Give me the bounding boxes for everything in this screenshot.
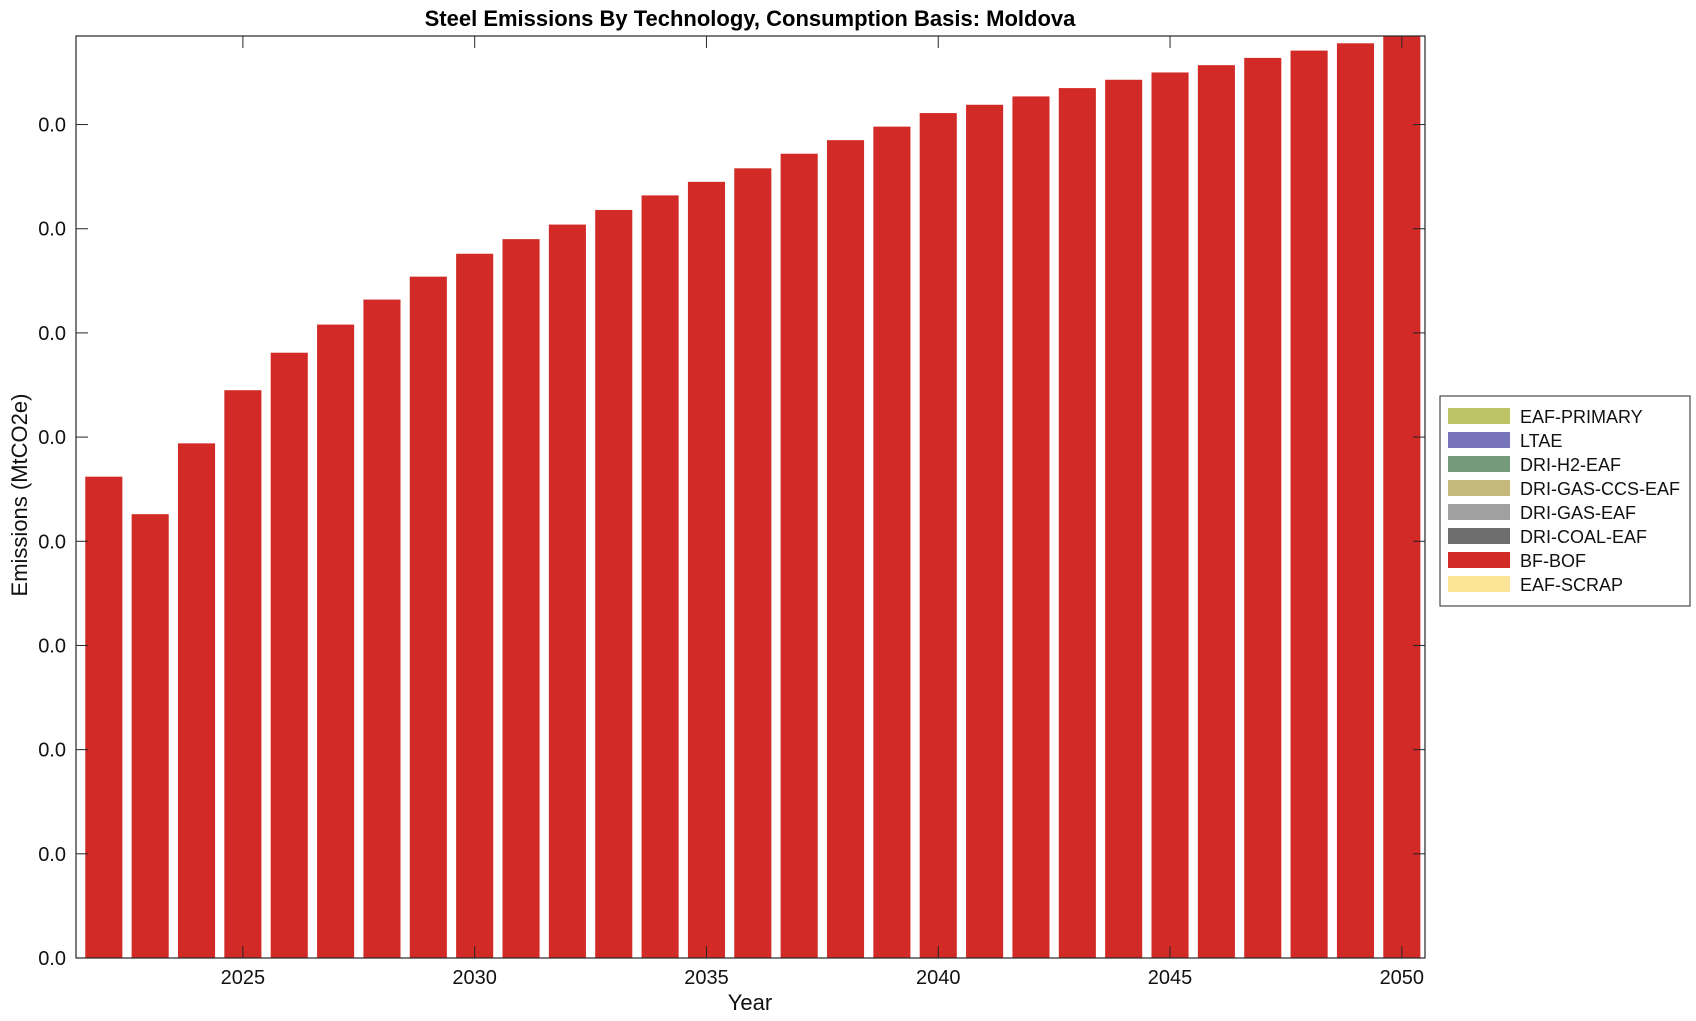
bar-bf-bof-2032	[548, 224, 586, 958]
y-axis-label: Emissions (MtCO2e)	[7, 394, 32, 597]
x-axis-label: Year	[728, 990, 772, 1015]
legend-label-dri-gas-ccs-eaf: DRI-GAS-CCS-EAF	[1520, 479, 1680, 499]
legend-swatch-bf-bof	[1448, 552, 1510, 568]
bar-bf-bof-2024	[177, 443, 216, 959]
bar-bf-bof-2033	[595, 209, 633, 959]
bar-bf-bof-2035	[687, 181, 726, 959]
bar-bf-bof-2043	[1058, 88, 1096, 959]
bar-bf-bof-2030	[456, 253, 494, 959]
bar-bf-bof-2022	[85, 476, 123, 958]
bar-bf-bof-2045	[1151, 72, 1189, 958]
bar-bf-bof-2034	[641, 195, 679, 958]
x-tick-label: 2050	[1380, 967, 1425, 989]
x-tick-label: 2030	[452, 967, 497, 989]
y-tick-label: 0.0	[38, 948, 66, 970]
bar-bf-bof-2047	[1244, 57, 1282, 958]
legend-swatch-eaf-primary	[1448, 408, 1510, 424]
x-tick-label: 2045	[1148, 967, 1193, 989]
bar-bf-bof-2050	[1383, 36, 1421, 958]
bar-bf-bof-2041	[966, 104, 1004, 958]
y-tick-label: 0.0	[38, 219, 66, 241]
legend: EAF-PRIMARY LTAE DRI-H2-EAF DRI-GAS-CCS-EAF…	[1439, 395, 1691, 607]
legend-label-dri-gas-eaf: DRI-GAS-EAF	[1520, 503, 1636, 523]
legend-label-ltae: LTAE	[1520, 431, 1562, 451]
y-tick-label: 0.0	[38, 635, 66, 657]
bar-bf-bof-2029	[409, 276, 447, 958]
bar-bf-bof-2036	[734, 168, 772, 958]
legend-swatch-ltae	[1448, 432, 1510, 448]
legend-swatch-dri-gas-ccs-eaf	[1448, 480, 1510, 496]
y-tick-label: 0.0	[38, 427, 66, 449]
y-tick-label: 0.0	[38, 844, 66, 866]
bar-bf-bof-2039	[873, 126, 911, 958]
bar-bf-bof-2048	[1290, 50, 1328, 958]
legend-label-dri-coal-eaf: DRI-COAL-EAF	[1520, 527, 1647, 547]
bar-bf-bof-2028	[363, 299, 401, 959]
legend-swatch-eaf-scrap	[1448, 576, 1510, 592]
legend-label-dri-h2-eaf: DRI-H2-EAF	[1520, 455, 1621, 475]
legend-swatch-dri-coal-eaf	[1448, 528, 1510, 544]
x-tick-label: 2025	[221, 967, 266, 989]
legend-label-bf-bof: BF-BOF	[1520, 551, 1586, 571]
y-tick-label: 0.0	[38, 531, 66, 553]
bar-bf-bof-2040	[919, 113, 957, 959]
bar-bf-bof-2026	[270, 352, 308, 959]
bar-bf-bof-2049	[1336, 43, 1375, 959]
y-tick-label: 0.0	[38, 115, 66, 137]
bar-bf-bof-2037	[780, 153, 818, 959]
bar-bf-bof-2027	[317, 324, 355, 959]
legend-swatch-dri-gas-eaf	[1448, 504, 1510, 520]
bar-bf-bof-2042	[1012, 96, 1050, 959]
legend-label-eaf-primary: EAF-PRIMARY	[1520, 407, 1643, 427]
axes-group: 0.0 0.0 0.0 0.0 0.0 0.0 0.0 0.0 0.0 2025 2030 2035 2…	[38, 35, 1426, 989]
bar-bf-bof-2031	[502, 239, 540, 958]
x-tick-label: 2040	[916, 967, 961, 989]
bar-bf-bof-2046	[1197, 65, 1235, 959]
legend-swatch-dri-h2-eaf	[1448, 456, 1510, 472]
bar-bf-bof-2044	[1105, 79, 1143, 958]
bars-group	[85, 36, 1421, 959]
y-tick-label: 0.0	[38, 740, 66, 762]
legend-box	[1439, 395, 1691, 607]
chart-title: Steel Emissions By Technology, Consumpti…	[425, 6, 1076, 31]
bar-bf-bof-2023	[131, 514, 169, 958]
bar-bf-bof-2025	[224, 390, 262, 959]
y-tick-label: 0.0	[38, 323, 66, 345]
x-tick-label: 2035	[684, 967, 729, 989]
legend-label-eaf-scrap: EAF-SCRAP	[1520, 575, 1623, 595]
plot-frame	[75, 35, 1426, 959]
bar-bf-bof-2038	[826, 140, 865, 958]
